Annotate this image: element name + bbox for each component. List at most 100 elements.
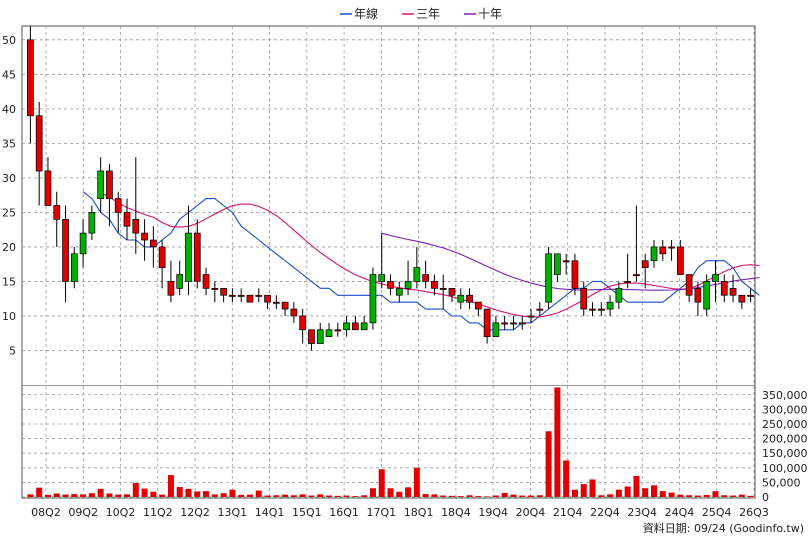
volume-bar — [211, 494, 218, 497]
volume-tick-label: 250,000 — [762, 418, 808, 431]
volume-bar — [255, 490, 262, 497]
candle-body — [360, 322, 368, 331]
candle-body — [703, 281, 711, 310]
candle-body — [562, 260, 570, 263]
volume-bar — [589, 479, 596, 497]
candle-body — [158, 246, 166, 268]
candle-body — [352, 322, 359, 331]
candle-body — [694, 287, 702, 303]
volume-bar — [290, 495, 297, 497]
volume-bar — [106, 493, 113, 497]
candle-body — [202, 274, 210, 289]
candle-body — [299, 315, 307, 331]
candle-body — [114, 198, 122, 213]
candle-body — [536, 308, 544, 311]
volume-bar — [422, 494, 429, 497]
x-tick-label: 19Q4 — [478, 506, 508, 519]
candle-body — [308, 329, 315, 344]
candle-body — [720, 281, 728, 296]
volume-bar — [545, 431, 552, 497]
volume-bar — [650, 485, 657, 497]
volume-bar — [44, 494, 51, 497]
volume-bar — [624, 486, 631, 497]
volume-bar — [36, 487, 43, 497]
volume-bar — [677, 494, 684, 497]
candle-body — [738, 294, 746, 303]
candle-body — [527, 315, 535, 318]
price-tick-label: 40 — [2, 103, 16, 116]
legend-label-1: 三年 — [416, 7, 440, 21]
price-axis: 5 10 15 20 25 30 35 40 45 50 — [2, 34, 16, 358]
candle-body — [501, 322, 509, 325]
x-tick-label: 23Q4 — [627, 506, 657, 519]
volume-bar — [747, 495, 754, 497]
volume-bar — [738, 494, 745, 497]
x-tick-label: 15Q1 — [292, 506, 322, 519]
legend-label-0: 年線 — [354, 6, 378, 21]
candle-body — [457, 294, 465, 303]
volume-bar — [554, 387, 561, 497]
volume-bar — [413, 467, 420, 497]
plot-area — [21, 25, 756, 499]
time-axis: 08Q2 09Q2 10Q2 11Q2 12Q2 13Q1 14Q1 15Q1 16Q1 17Q1… — [31, 506, 769, 519]
volume-bar — [326, 495, 333, 497]
volume-bar — [220, 493, 227, 497]
volume-bar — [185, 488, 192, 497]
volume-bar — [686, 495, 693, 497]
volume-bar — [405, 487, 412, 497]
candle-body — [387, 281, 394, 289]
candle-body — [474, 301, 482, 310]
ma-year-line — [82, 191, 760, 331]
candle-body — [44, 170, 52, 206]
volume-bar — [334, 495, 341, 497]
volume-bar — [659, 491, 666, 497]
volume-bar — [703, 494, 710, 497]
volume-bar — [721, 495, 728, 497]
volume-bar — [387, 488, 394, 497]
candle-body — [237, 294, 245, 297]
candle-body — [413, 267, 421, 282]
volume-bar — [308, 495, 315, 497]
x-tick-label: 13Q1 — [217, 506, 247, 519]
x-tick-label: 26Q3 — [739, 506, 769, 519]
volume-tick-label: 50,000 — [762, 476, 801, 489]
candle-body — [589, 308, 596, 311]
volume-bar — [378, 469, 385, 497]
candle-body — [685, 274, 693, 296]
volume-bar — [53, 493, 60, 497]
volume-bar — [273, 495, 280, 497]
x-tick-label: 11Q2 — [143, 506, 173, 519]
volume-bar — [194, 491, 201, 497]
price-tick-label: 25 — [2, 206, 16, 219]
volume-bar — [369, 488, 376, 497]
candle-body — [255, 294, 263, 297]
candle-body — [624, 281, 631, 283]
moving-averages — [82, 191, 760, 331]
volume-bars — [27, 387, 754, 497]
volume-bar — [712, 491, 719, 497]
ma-three-year-line — [100, 192, 760, 318]
volume-bar — [264, 495, 271, 497]
x-tick-label: 18Q1 — [404, 506, 434, 519]
x-tick-label: 18Q4 — [441, 506, 471, 519]
volume-bar — [448, 495, 455, 497]
volume-bar — [563, 460, 570, 497]
volume-bar — [238, 494, 245, 497]
x-tick-label: 22Q4 — [590, 506, 620, 519]
candle-body — [712, 274, 719, 282]
price-tick-label: 30 — [2, 172, 16, 185]
candle-body — [650, 246, 658, 262]
candle-body — [615, 287, 623, 303]
volume-bar — [519, 495, 526, 497]
candle-body — [246, 294, 254, 303]
candle-body — [272, 301, 280, 304]
x-tick-label: 16Q1 — [329, 506, 359, 519]
candle-body — [378, 274, 386, 282]
candle-body — [633, 274, 640, 277]
candle-body — [185, 232, 192, 282]
candle-body — [545, 253, 552, 303]
volume-bar — [282, 494, 289, 497]
volume-bar — [668, 492, 675, 497]
x-tick-label: 24Q4 — [665, 506, 695, 519]
